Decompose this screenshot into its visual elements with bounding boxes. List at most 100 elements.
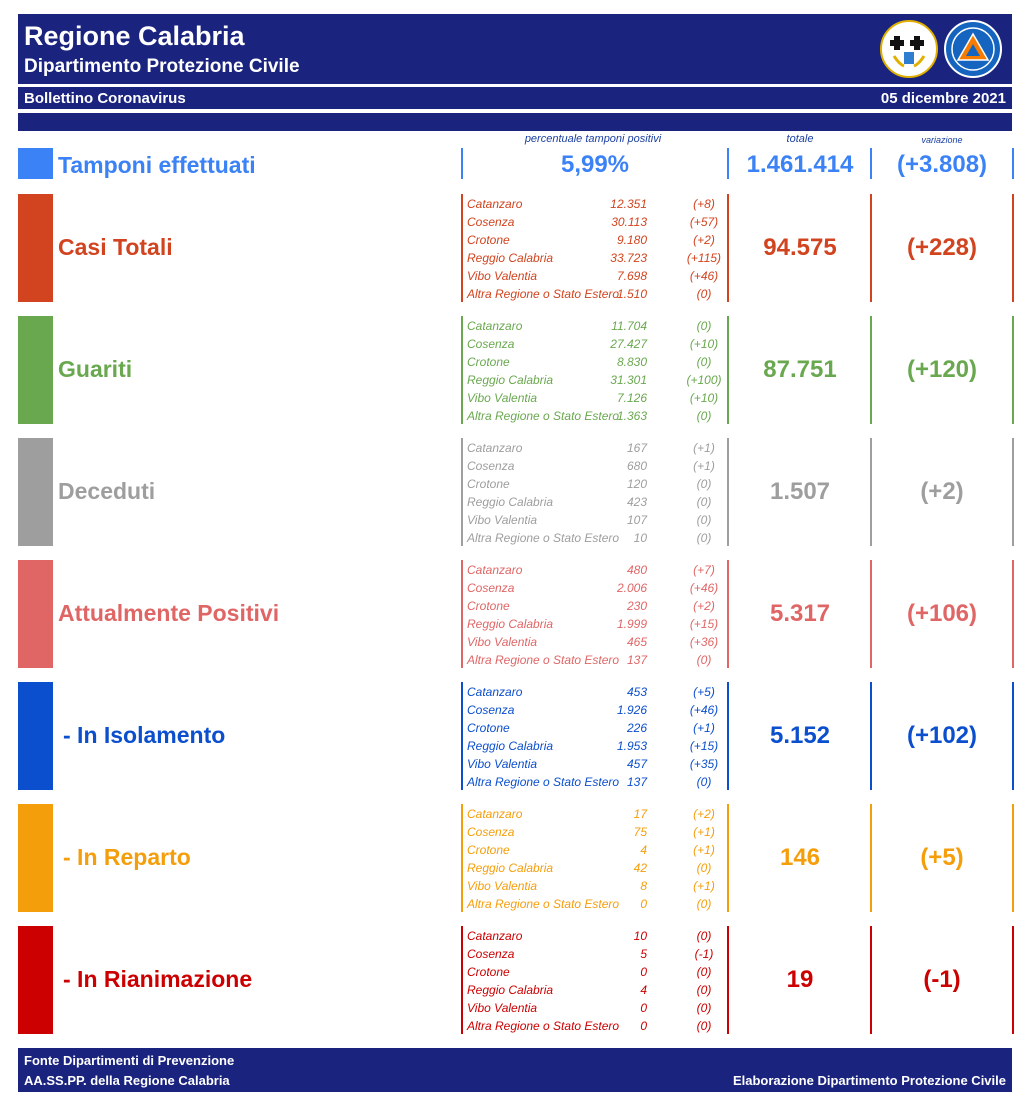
section-divider (461, 804, 463, 912)
section-divider (1012, 926, 1014, 1034)
province-name: Reggio Calabria (467, 983, 554, 997)
province-name: Catanzaro (467, 929, 523, 943)
tamponi-variation: (+3.808) (896, 151, 988, 178)
province-variation: (+15) (689, 739, 719, 753)
section-divider (461, 926, 463, 1034)
province-value: 4 (640, 983, 647, 997)
section-total: 87.751 (763, 356, 837, 383)
province-variation: (+8) (693, 197, 715, 211)
tamponi-divider (1012, 148, 1014, 179)
section-variation: (-1) (923, 966, 961, 993)
province-name: Altra Regione o Stato Estero (467, 897, 620, 911)
section-divider (727, 682, 729, 790)
province-name: Vibo Valentia (467, 513, 538, 527)
province-variation: (0) (696, 1001, 712, 1015)
page-title: Regione Calabria (24, 21, 245, 51)
province-name: Cosenza (467, 215, 515, 229)
province-name: Reggio Calabria (467, 251, 554, 265)
section-label: Attualmente Positivi (58, 600, 280, 626)
province-value: 680 (626, 459, 647, 473)
province-variation: (0) (696, 1019, 712, 1033)
header: Regione Calabria Dipartimento Protezione… (18, 14, 1012, 131)
province-value: 10 (633, 929, 647, 943)
province-variation: (+2) (693, 233, 715, 247)
section-total: 1.507 (769, 478, 831, 505)
province-variation: (0) (696, 513, 712, 527)
section-total: 19 (786, 966, 814, 993)
protezione-civile-logo (944, 20, 1002, 78)
province-name: Vibo Valentia (467, 635, 538, 649)
province-value: 1.953 (616, 739, 647, 753)
section-divider (727, 560, 729, 668)
province-name: Catanzaro (467, 319, 523, 333)
province-name: Crotone (467, 843, 510, 857)
footer-source-line2: AA.SS.PP. della Regione Calabria (24, 1073, 230, 1088)
province-variation: (-1) (694, 947, 714, 961)
section-divider (461, 194, 463, 302)
section-total: 94.575 (763, 234, 837, 261)
province-value: 107 (626, 513, 647, 527)
province-variation: (+1) (693, 843, 715, 857)
province-variation: (+57) (689, 215, 719, 229)
province-name: Vibo Valentia (467, 1001, 538, 1015)
province-variation: (+46) (689, 703, 719, 717)
province-name: Catanzaro (467, 197, 523, 211)
province-value: 137 (626, 775, 647, 789)
province-name: Catanzaro (467, 685, 523, 699)
section-label: - In Isolamento (63, 722, 226, 748)
section-variation: (+5) (920, 844, 964, 871)
section-variation: (+102) (906, 722, 978, 749)
province-variation: (0) (696, 965, 712, 979)
province-name: Vibo Valentia (467, 391, 538, 405)
section-label: Deceduti (58, 478, 156, 504)
section-variation: (+2) (920, 478, 964, 505)
province-variation: (+46) (689, 269, 719, 283)
province-name: Altra Regione o Stato Estero (467, 775, 620, 789)
section-label: - In Rianimazione (63, 966, 253, 992)
section-divider (727, 316, 729, 424)
province-name: Catanzaro (467, 563, 523, 577)
section-swatch (18, 926, 53, 1034)
province-value: 10 (633, 531, 647, 545)
province-variation: (0) (696, 653, 712, 667)
province-value: 30.113 (611, 215, 647, 229)
province-value: 7.126 (616, 391, 647, 405)
bulletin-date: 05 dicembre 2021 (880, 90, 1006, 107)
province-value: 11.704 (611, 319, 647, 333)
province-variation: (+1) (693, 825, 715, 839)
column-header-percent: percentuale tamponi positivi (524, 133, 662, 145)
section-variation: (+106) (906, 600, 978, 627)
province-value: 167 (626, 441, 647, 455)
section-divider (1012, 316, 1014, 424)
province-variation: (+10) (689, 337, 719, 351)
province-variation: (+35) (689, 757, 719, 771)
province-name: Reggio Calabria (467, 861, 554, 875)
province-value: 17 (633, 807, 647, 821)
province-name: Crotone (467, 477, 510, 491)
province-name: Altra Regione o Stato Estero (467, 1019, 620, 1033)
province-variation: (+36) (689, 635, 719, 649)
tamponi-divider (461, 148, 463, 179)
province-variation: (+1) (693, 459, 715, 473)
tamponi-divider (870, 148, 872, 179)
header-divider-2 (18, 109, 1012, 113)
province-value: 1.363 (616, 409, 647, 423)
province-value: 0 (640, 1019, 647, 1033)
section-divider (870, 926, 872, 1034)
section-swatch (18, 560, 53, 668)
tamponi-swatch (18, 148, 53, 179)
province-value: 423 (626, 495, 647, 509)
province-name: Altra Regione o Stato Estero (467, 531, 620, 545)
province-variation: (+1) (693, 441, 715, 455)
province-value: 4 (640, 843, 647, 857)
province-name: Cosenza (467, 337, 515, 351)
province-variation: (0) (696, 495, 712, 509)
section-swatch (18, 194, 53, 302)
footer-credit: Elaborazione Dipartimento Protezione Civ… (732, 1073, 1006, 1088)
section-total: 146 (779, 844, 821, 871)
section-divider (870, 438, 872, 546)
province-variation: (+7) (693, 563, 715, 577)
province-value: 453 (626, 685, 647, 699)
section-divider (1012, 804, 1014, 912)
province-name: Reggio Calabria (467, 495, 554, 509)
